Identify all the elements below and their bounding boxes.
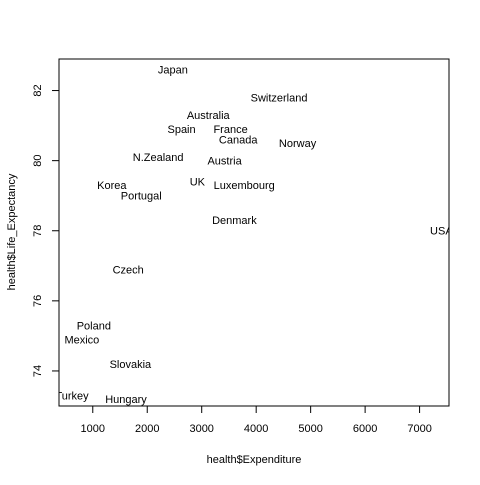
point-label: Mexico <box>64 334 99 346</box>
point-label: Switzerland <box>251 93 308 105</box>
x-tick-label: 5000 <box>298 423 322 435</box>
x-axis-title: health$Expenditure <box>207 454 302 466</box>
y-tick-label: 78 <box>32 225 44 237</box>
point-label: France <box>213 124 247 136</box>
x-tick-label: 2000 <box>135 423 159 435</box>
point-label: Poland <box>77 320 111 332</box>
x-tick-label: 4000 <box>244 423 268 435</box>
point-label: Australia <box>187 110 231 122</box>
point-label: Turkey <box>55 390 89 402</box>
x-tick-label: 7000 <box>407 423 431 435</box>
y-axis: 74 76 78 80 82 <box>32 84 60 377</box>
point-label: Czech <box>113 264 144 276</box>
y-tick-label: 82 <box>32 84 44 96</box>
point-label: Japan <box>158 65 188 77</box>
x-tick-label: 1000 <box>81 423 105 435</box>
point-label: Hungary <box>105 394 147 406</box>
x-axis: 1000 2000 3000 4000 5000 6000 7000 <box>81 405 432 435</box>
point-label: Denmark <box>212 215 257 227</box>
point-label: Korea <box>97 180 127 192</box>
point-label: Norway <box>279 138 317 150</box>
point-label: USA <box>430 226 453 238</box>
point-label: Spain <box>167 124 195 136</box>
x-tick-label: 6000 <box>353 423 377 435</box>
data-labels: Japan Switzerland Australia Spain FranceCana… <box>55 65 453 406</box>
y-axis-title: health$Life_Expectancy <box>6 173 18 290</box>
point-label: Luxembourg <box>214 180 275 192</box>
point-label: Austria <box>207 156 242 168</box>
y-tick-label: 80 <box>32 155 44 167</box>
point-label: N.Zealand <box>133 152 184 164</box>
y-tick-label: 76 <box>32 295 44 307</box>
y-tick-label: 74 <box>32 365 44 377</box>
plot-frame <box>58 58 450 407</box>
point-label: Slovakia <box>110 359 152 371</box>
point-label: Portugal <box>121 191 162 203</box>
point-label: UK <box>190 177 206 189</box>
x-tick-label: 3000 <box>189 423 213 435</box>
point-label: Canada <box>219 135 258 147</box>
